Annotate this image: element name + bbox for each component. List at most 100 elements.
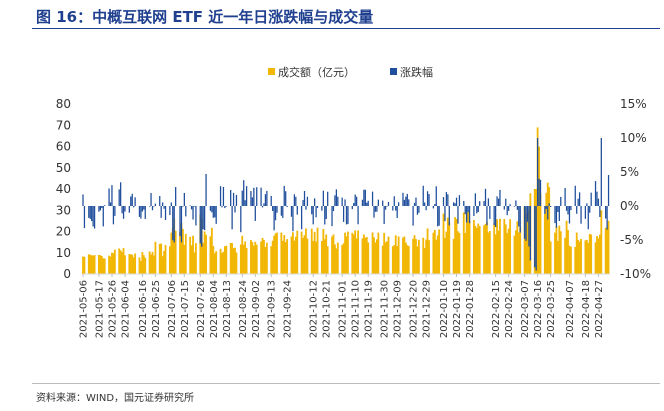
change-bar [405,196,407,206]
change-bar [513,206,516,207]
change-bar [538,178,540,206]
volume-bar [302,237,304,274]
volume-bar [426,228,429,274]
volume-bar [229,242,232,274]
volume-change-chart: 成交额（亿元） 涨跌幅 0 10 20 30 40 50 60 70 80 15% 10% 5% 0%… [56,65,651,338]
volume-bar [383,232,386,274]
volume-bar [393,244,396,274]
change-bar [134,197,136,206]
change-bar [425,206,427,211]
volume-bar [192,235,194,274]
change-bar [315,206,317,218]
volume-bar [276,232,278,274]
x-tick-label: 2021-05-26 [108,280,119,338]
volume-bar [250,240,252,274]
change-bar [396,206,398,218]
change-bar [357,206,359,225]
x-tick-label: 2021-09-13 [267,280,278,338]
change-bar [509,204,511,206]
change-bar [503,206,505,210]
volume-bar [163,251,165,274]
volume-bar [212,246,215,274]
volume-bar [124,255,126,274]
volume-bar [213,253,216,274]
volume-bar [543,213,546,274]
volume-bar [435,239,438,274]
volume-bar [242,244,245,274]
volume-bar [245,247,248,274]
change-bar [140,206,142,219]
change-bar [382,200,384,206]
volume-bar [549,241,552,274]
change-bar [256,187,258,206]
x-tick-label: 2021-12-29 [422,280,433,338]
change-bar [424,202,426,206]
volume-bar [151,251,154,274]
change-bar [199,206,201,244]
volume-bar [193,252,196,274]
change-bar [189,205,191,207]
volume-bar [496,219,498,274]
volume-bar [473,219,475,274]
change-bar [321,206,323,211]
volume-bar [90,255,93,274]
volume-bar [462,212,465,274]
change-bar [578,192,581,206]
change-bar [231,206,233,230]
change-bar [599,206,601,217]
volume-bar [446,217,449,274]
change-bar [225,206,227,207]
change-bar [193,205,196,207]
change-bar [331,206,333,227]
plot-area [82,127,610,275]
change-bar [211,206,213,213]
volume-bar [423,248,426,274]
change-bar [179,206,181,237]
volume-bar [331,236,333,274]
volume-bar [83,256,86,274]
volume-bar [234,247,236,274]
change-bar [112,206,115,225]
change-bar [214,206,216,218]
volume-bar [475,227,478,274]
volume-bar [158,243,161,274]
change-bar [373,206,375,218]
change-bar [122,206,125,219]
change-bar [314,198,316,206]
volume-bar [141,252,144,274]
volume-bar [140,260,142,274]
volume-bar [445,231,448,274]
change-bar [260,187,262,206]
volume-bar [293,240,296,274]
volume-bar [286,239,289,274]
change-bar [586,203,588,206]
change-bar [444,206,446,222]
volume-bar [239,244,242,274]
change-bar [402,192,404,206]
volume-bar [554,232,556,274]
left-y-tick-label: 20 [56,225,71,239]
x-axis: 2021-05-06 2021-05-17 2021-05-26 2021-06-04… [79,274,605,338]
change-bar [295,196,297,206]
change-bar [285,191,287,206]
change-bar [276,206,278,213]
volume-bar [403,236,406,274]
change-bar [351,206,353,210]
volume-bar [493,223,496,274]
volume-bar [474,225,477,274]
x-tick-label: 2021-06-25 [151,280,162,338]
chart-legend: 成交额（亿元） 涨跌幅 [268,65,433,79]
change-bar [240,206,242,233]
volume-bar [138,257,141,274]
change-bar [448,206,450,226]
change-bar [185,206,187,217]
volume-bar [109,256,112,274]
change-bar [536,138,539,206]
change-bar [558,206,560,221]
x-tick-label: 2021-12-09 [393,280,404,338]
change-bar [234,206,236,213]
volume-bar [112,253,115,274]
change-bar [244,200,246,206]
volume-bar [305,228,307,274]
volume-bar [294,236,297,274]
